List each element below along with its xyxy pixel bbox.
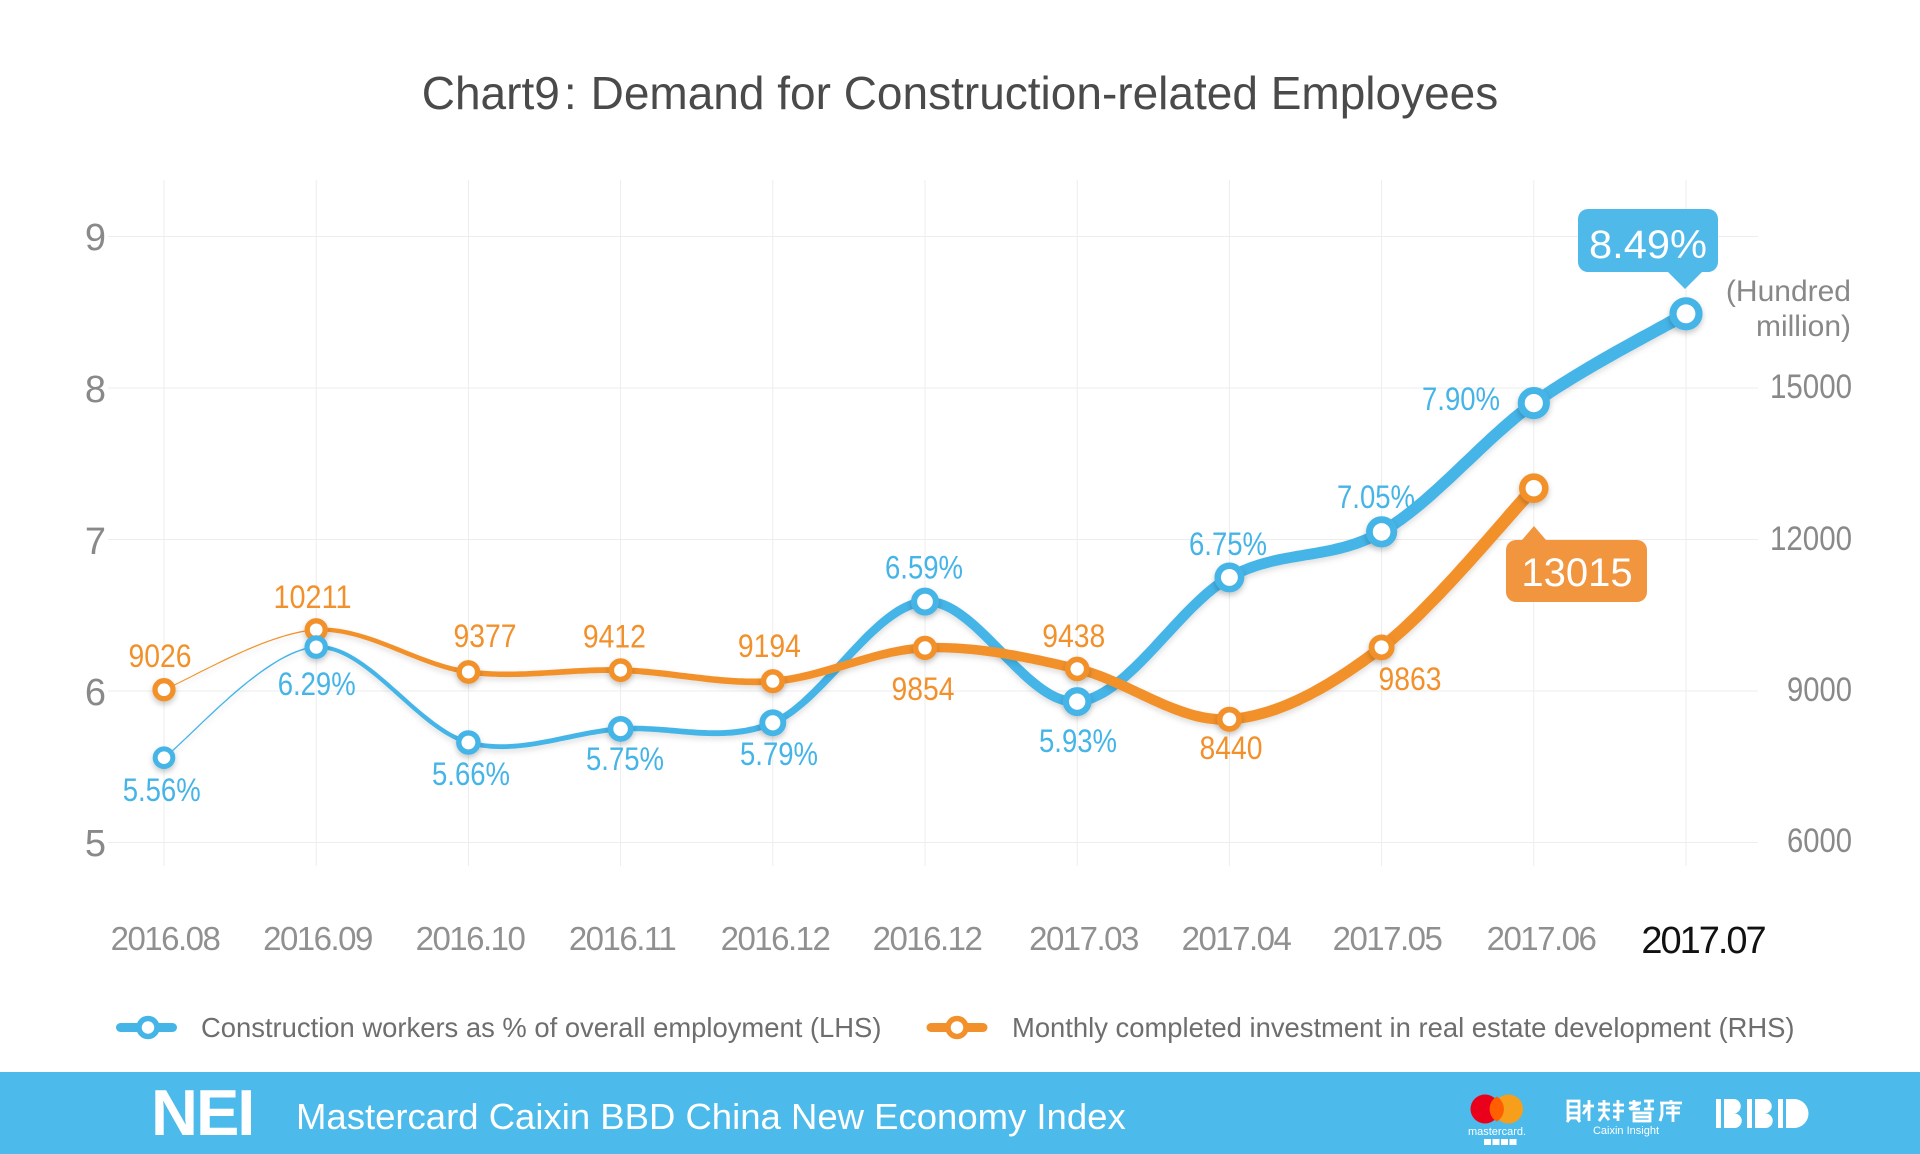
svg-text:5.56%: 5.56% bbox=[123, 772, 201, 808]
svg-text:(Hundred: (Hundred bbox=[1726, 275, 1851, 308]
svg-text:2016.11: 2016.11 bbox=[569, 920, 675, 957]
svg-text:6000: 6000 bbox=[1787, 822, 1852, 860]
svg-text:million): million) bbox=[1756, 310, 1851, 343]
svg-text:9000: 9000 bbox=[1787, 671, 1852, 709]
svg-text:2017.05: 2017.05 bbox=[1333, 920, 1442, 957]
svg-text:9194: 9194 bbox=[738, 628, 801, 664]
svg-text:5.75%: 5.75% bbox=[586, 741, 664, 777]
svg-text:8440: 8440 bbox=[1200, 730, 1263, 766]
svg-text:7.05%: 7.05% bbox=[1337, 479, 1415, 515]
svg-text:Construction workers as % of o: Construction workers as % of overall emp… bbox=[201, 1012, 881, 1043]
svg-text:15000: 15000 bbox=[1770, 368, 1852, 406]
svg-text:6.75%: 6.75% bbox=[1189, 526, 1267, 562]
svg-text:2017.04: 2017.04 bbox=[1182, 920, 1292, 957]
svg-text:6.29%: 6.29% bbox=[278, 666, 356, 702]
svg-text:2016.09: 2016.09 bbox=[263, 920, 372, 957]
svg-text:9026: 9026 bbox=[129, 638, 192, 674]
svg-text:9438: 9438 bbox=[1042, 618, 1105, 654]
svg-text:7: 7 bbox=[85, 521, 106, 563]
svg-text:9863: 9863 bbox=[1379, 661, 1442, 697]
svg-text:2016.12: 2016.12 bbox=[721, 920, 830, 957]
svg-text:2017.03: 2017.03 bbox=[1029, 920, 1138, 957]
svg-text:2016.08: 2016.08 bbox=[111, 920, 220, 957]
svg-text:7.90%: 7.90% bbox=[1422, 381, 1500, 417]
svg-text:5.79%: 5.79% bbox=[740, 736, 818, 772]
svg-text:9377: 9377 bbox=[454, 618, 517, 654]
svg-text:Caixin Insight: Caixin Insight bbox=[1593, 1125, 1659, 1137]
svg-text:10211: 10211 bbox=[274, 579, 352, 615]
svg-text:Monthly completed investment i: Monthly completed investment in real est… bbox=[1012, 1012, 1795, 1043]
svg-text:9854: 9854 bbox=[892, 671, 955, 707]
svg-text:6.59%: 6.59% bbox=[885, 550, 963, 586]
svg-text:2017.07: 2017.07 bbox=[1641, 920, 1765, 962]
svg-text:5.93%: 5.93% bbox=[1039, 723, 1117, 759]
svg-text:8: 8 bbox=[85, 369, 106, 411]
svg-text:2016.10: 2016.10 bbox=[416, 920, 526, 957]
svg-text:9412: 9412 bbox=[583, 619, 646, 655]
svg-text:2016.12: 2016.12 bbox=[873, 920, 982, 957]
svg-text:12000: 12000 bbox=[1770, 520, 1852, 558]
svg-text:mastercard.: mastercard. bbox=[1468, 1126, 1526, 1138]
svg-text:13015: 13015 bbox=[1521, 551, 1632, 595]
svg-text:5: 5 bbox=[85, 823, 106, 865]
svg-text:6: 6 bbox=[85, 672, 106, 714]
svg-text:9: 9 bbox=[85, 217, 106, 259]
svg-text:2017.06: 2017.06 bbox=[1487, 920, 1596, 957]
svg-text:8.49%: 8.49% bbox=[1589, 223, 1707, 267]
svg-text:5.66%: 5.66% bbox=[432, 756, 510, 792]
